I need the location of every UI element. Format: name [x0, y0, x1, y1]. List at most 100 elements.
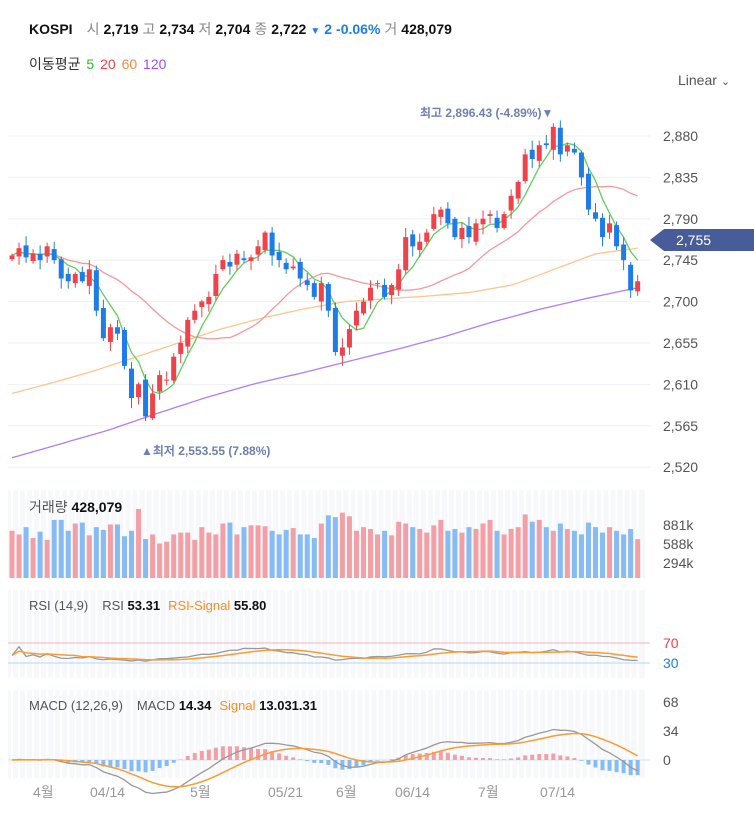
macd-histogram-bar	[410, 753, 415, 760]
macd-histogram-bar	[354, 760, 359, 768]
volume-bar	[508, 528, 514, 578]
volume-axis-label: 881k	[663, 517, 694, 533]
candle-body	[178, 342, 184, 354]
candle-body	[129, 368, 135, 399]
macd-histogram-bar	[565, 756, 570, 760]
ma-20[interactable]: 20	[100, 56, 116, 72]
macd-histogram-bar	[298, 759, 303, 760]
macd-histogram-bar	[164, 760, 169, 766]
candle-body	[600, 217, 606, 238]
macd-histogram-bar	[473, 757, 478, 760]
candle-body	[192, 310, 198, 320]
open-label: 시	[86, 21, 100, 37]
volume-bar	[171, 534, 177, 578]
current-price-value: 2,755	[676, 232, 711, 248]
candle-body	[290, 266, 296, 269]
low-label: 저	[198, 21, 212, 37]
macd-histogram-bar	[523, 755, 528, 760]
candle-body	[571, 148, 577, 153]
candle-body	[171, 356, 177, 381]
volume-bar	[114, 524, 120, 578]
macd-histogram-bar	[305, 760, 310, 762]
macd-histogram-bar	[136, 760, 141, 772]
macd-histogram-bar	[277, 753, 282, 760]
candle-body	[107, 327, 113, 342]
macd-histogram-bar	[87, 760, 92, 763]
volume-bar	[79, 522, 85, 578]
candle-body	[410, 234, 416, 247]
macd-histogram-bar	[94, 760, 99, 764]
volume-bar	[382, 530, 388, 578]
scale-select-value: Linear	[678, 72, 717, 88]
candle-body	[234, 253, 240, 265]
volume-bar	[157, 543, 163, 578]
macd-histogram-bar	[551, 753, 556, 760]
macd-histogram-bar	[213, 747, 218, 760]
macd-histogram-bar	[326, 760, 331, 765]
candle-body	[220, 260, 226, 270]
volume-bar	[150, 534, 156, 578]
candle-body	[403, 237, 409, 271]
volume-bar	[206, 532, 212, 578]
macd-histogram-bar	[459, 755, 464, 760]
volume-bar	[30, 538, 36, 578]
volume-axis-label: 588k	[663, 536, 694, 552]
current-price-tag	[650, 229, 754, 251]
rsi-title: RSI (14,9)	[29, 598, 89, 613]
candle-body	[585, 173, 591, 210]
macd-histogram-bar	[291, 757, 296, 760]
volume-bar	[220, 523, 226, 578]
candle-body	[276, 251, 282, 261]
candle-body	[473, 223, 479, 242]
ma-120[interactable]: 120	[143, 56, 167, 72]
candle-body	[248, 257, 254, 262]
volume-bar	[325, 515, 331, 578]
volume-bar	[578, 534, 584, 578]
macd-histogram-bar	[192, 753, 197, 760]
candle-body	[23, 245, 29, 258]
ma-legend[interactable]: 이동평균 5 20 60 120	[29, 54, 168, 74]
macd-histogram-bar	[270, 751, 275, 760]
volume-bar	[417, 528, 423, 578]
candle-body	[445, 208, 451, 224]
macd-axis-label: 0	[663, 752, 671, 768]
volume-bar	[332, 517, 338, 578]
volume-bar	[501, 534, 507, 578]
candle-body	[157, 375, 163, 392]
candle-body	[58, 259, 64, 279]
volume-bar	[199, 527, 205, 578]
volume-bar	[628, 528, 634, 578]
macd-axis-label: 68	[663, 694, 679, 710]
volume-bar	[37, 531, 43, 578]
price-axis-label: 2,520	[663, 459, 698, 475]
volume-bar	[58, 519, 64, 578]
candle-body	[185, 319, 191, 347]
x-axis-label: 05/21	[268, 784, 303, 800]
macd-histogram-bar	[347, 760, 352, 770]
volume-bar	[339, 512, 345, 578]
volume-bar	[473, 528, 479, 578]
macd-histogram-bar	[234, 746, 239, 760]
candle-body	[150, 393, 156, 419]
candle-body	[550, 126, 556, 150]
macd-histogram-bar	[319, 760, 324, 764]
ma-5[interactable]: 5	[86, 56, 95, 72]
volume-bar	[564, 528, 570, 578]
volume-bar	[234, 534, 240, 578]
low-annotation: ▲최저 2,553.55 (7.88%)	[141, 443, 270, 458]
ma-60[interactable]: 60	[121, 56, 138, 72]
macd-histogram-bar	[537, 753, 542, 760]
volume-bar	[368, 528, 374, 578]
candle-body	[9, 255, 15, 260]
volume-bar	[585, 522, 591, 578]
volume-bar	[86, 535, 92, 578]
candle-body	[332, 307, 338, 353]
candle-body	[269, 232, 275, 256]
scale-select[interactable]: Linear ⌄	[678, 72, 730, 88]
volume-bar	[44, 539, 50, 578]
candle-body	[529, 149, 535, 159]
macd-histogram-bar	[445, 752, 450, 760]
candle-body	[136, 384, 142, 398]
volume-bar	[227, 522, 233, 578]
